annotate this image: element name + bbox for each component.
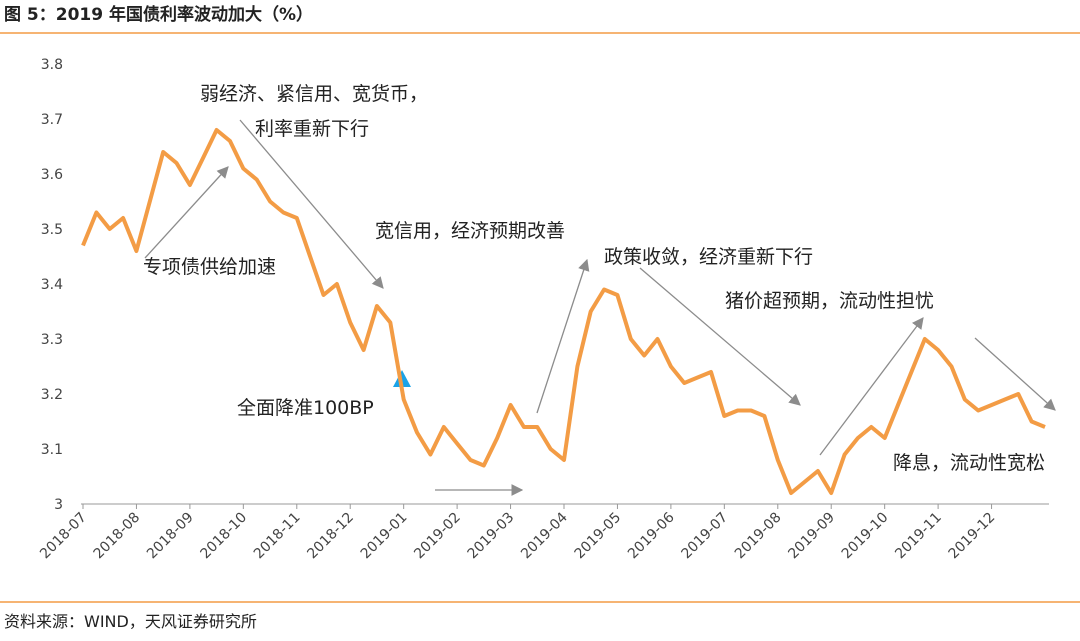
annotation: 政策收敛，经济重新下行 [604,246,813,268]
annotation: 宽信用，经济预期改善 [375,220,565,242]
x-tick-label: 2019-06 [625,509,678,562]
y-tick-label: 3.3 [41,332,63,348]
y-tick-label: 3.8 [41,57,63,73]
y-tick-label: 3 [54,497,63,513]
x-tick-label: 2019-01 [358,510,411,563]
x-tick-label: 2018-08 [91,510,144,563]
annotation: 全面降准100BP [237,397,374,419]
annotation: 专项债供给加速 [143,256,276,278]
y-tick-label: 3.7 [41,112,63,128]
x-tick-label: 2018-12 [304,510,357,563]
x-tick-label: 2019-07 [678,510,731,563]
x-tick-label: 2019-03 [465,510,518,563]
x-tick-label: 2019-04 [518,509,571,562]
chart-title: 图 5：2019 年国债利率波动加大（%） [4,4,313,25]
y-tick-label: 3.6 [41,167,63,183]
x-tick-label: 2019-11 [892,510,945,563]
y-tick-label: 3.1 [41,442,63,458]
x-tick-label: 2019-08 [732,510,785,563]
annotation: 弱经济、紧信用、宽货币， [200,83,428,105]
x-tick-label: 2019-12 [946,510,999,563]
arrows [144,119,1056,496]
annotation: 猪价超预期，流动性担忧 [725,290,934,312]
annotation: 降息，流动性宽松 [893,452,1045,474]
x-tick-label: 2018-07 [37,510,90,563]
x-tick-label: 2019-02 [411,510,464,563]
line-series [81,128,1046,495]
x-tick-label: 2019-05 [572,510,625,563]
x-tick-label: 2018-09 [144,510,197,563]
y-tick-label: 3.2 [41,387,63,403]
x-tick-label: 2018-11 [251,510,304,563]
annotation: 利率重新下行 [255,118,369,140]
y-tick-label: 3.4 [41,277,63,293]
x-tick-label: 2018-10 [197,510,250,563]
x-tick-label: 2019-09 [785,510,838,563]
source: 资料来源：WIND，天风证券研究所 [4,612,257,631]
x-tick-label: 2019-10 [839,510,892,563]
y-tick-label: 3.5 [41,222,63,238]
